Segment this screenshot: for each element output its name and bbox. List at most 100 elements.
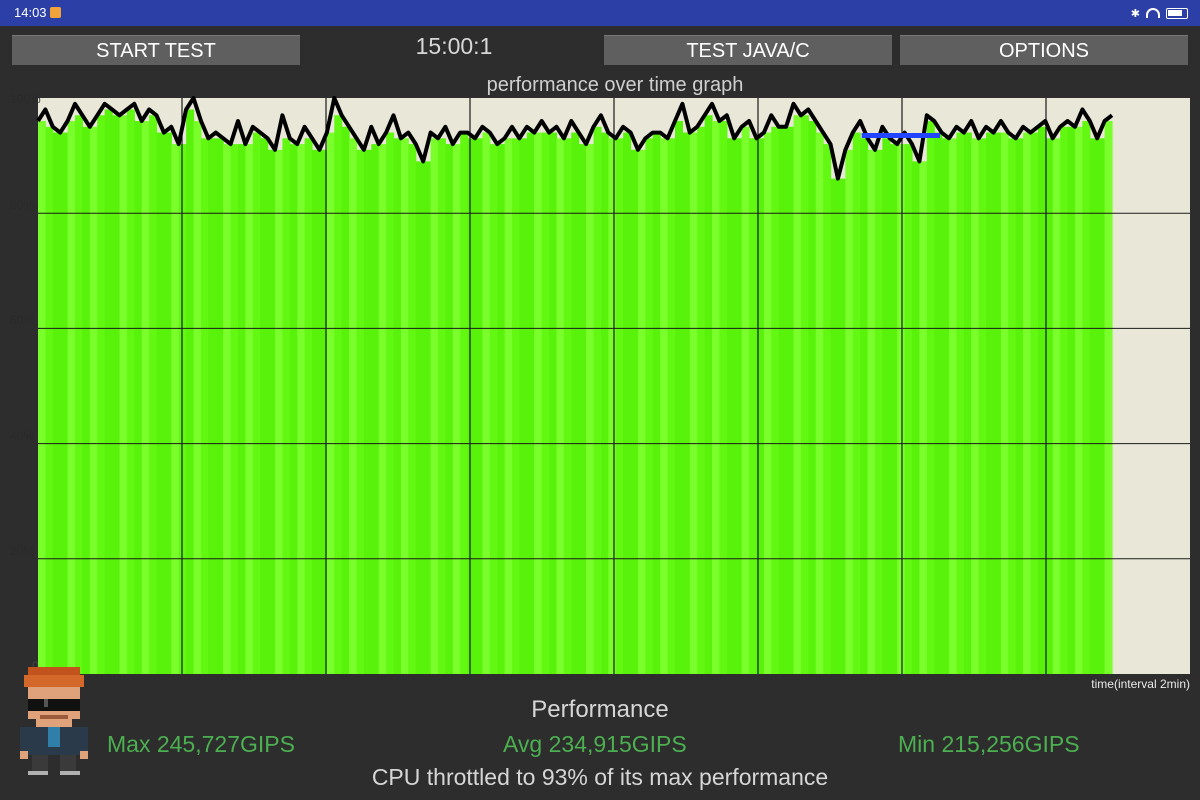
fill-stripe <box>89 126 98 675</box>
fill-stripe <box>1015 138 1024 674</box>
fill-stripe <box>193 121 202 675</box>
fill-stripe <box>615 138 624 674</box>
fill-stripe <box>741 126 750 675</box>
fill-stripe <box>549 132 558 674</box>
fill-stripe <box>163 132 172 674</box>
fill-stripe <box>749 138 758 674</box>
fill-stripe <box>519 138 528 674</box>
fill-stripe <box>208 138 217 674</box>
fill-stripe <box>637 149 646 675</box>
fill-stripe <box>867 149 876 675</box>
fill-stripe <box>378 144 387 674</box>
fill-stripe <box>808 121 817 675</box>
fill-stripe <box>897 144 906 674</box>
fill-stripe <box>771 126 780 675</box>
fill-stripe <box>586 144 595 674</box>
fill-stripe <box>1089 138 1098 674</box>
fill-stripe <box>60 132 69 674</box>
fill-stripe <box>652 132 661 674</box>
y-tick-label: 60% <box>10 313 35 328</box>
fill-stripe <box>178 144 187 674</box>
fill-stripe <box>971 138 980 674</box>
fill-stripe <box>563 138 572 674</box>
fill-stripe <box>512 138 521 674</box>
fill-stripe <box>126 109 135 674</box>
fill-stripe <box>1023 132 1032 674</box>
fill-stripe <box>423 161 432 675</box>
fill-stripe <box>356 149 365 675</box>
fill-stripe <box>349 138 358 674</box>
status-time: 14:03 <box>14 5 47 20</box>
fill-stripe <box>230 144 239 674</box>
fill-stripe <box>645 138 654 674</box>
avg-stat: Avg 234,915GIPS <box>503 731 687 757</box>
fill-stripe <box>215 138 224 674</box>
y-tick-label: 80% <box>10 198 35 213</box>
y-tick-label: 100% <box>10 92 41 106</box>
fill-stripe <box>341 126 350 675</box>
fill-stripe <box>704 115 713 674</box>
fill-stripe <box>1067 126 1076 675</box>
fill-stripe <box>237 144 246 674</box>
grid <box>38 98 1190 674</box>
fill-stripe <box>104 109 113 674</box>
fill-stripe <box>171 144 180 674</box>
fill-stripe <box>578 144 587 674</box>
battery-icon <box>1166 7 1188 19</box>
fill-stripe <box>326 132 335 674</box>
fill-stripe <box>786 126 795 675</box>
fill-stripe <box>445 144 454 674</box>
fill-stripe <box>430 138 439 674</box>
start-test-button[interactable]: START TEST <box>12 35 300 65</box>
fill-stripe <box>475 138 484 674</box>
fill-stripe <box>830 178 839 674</box>
fill-stripe <box>415 161 424 675</box>
fill-stripe <box>719 121 728 675</box>
fill-stripe <box>571 132 580 674</box>
fill-stripe <box>600 132 609 674</box>
fill-area <box>38 109 1113 675</box>
fill-stripe <box>363 149 372 675</box>
fill-stripe <box>504 138 513 674</box>
bluetooth-icon: ✱ <box>1130 7 1140 20</box>
fill-stripe <box>956 132 965 674</box>
fill-stripe <box>1030 132 1039 674</box>
system-icons: ✱ <box>1131 4 1188 22</box>
fill-stripe <box>889 144 898 674</box>
fill-stripe <box>815 132 824 674</box>
fill-stripe <box>934 132 943 674</box>
fill-stripe <box>371 144 380 674</box>
options-button[interactable]: OPTIONS <box>900 35 1188 65</box>
fill-stripe <box>393 138 402 674</box>
fill-stripe <box>97 115 106 674</box>
fill-stripe <box>38 121 47 675</box>
fill-stripe <box>297 144 306 674</box>
performance-heading: Performance <box>531 696 669 723</box>
fill-stripe <box>149 115 158 674</box>
fill-stripe <box>623 132 632 674</box>
fill-stripe <box>467 138 476 674</box>
fill-stripe <box>282 138 291 674</box>
fill-stripe <box>1052 138 1061 674</box>
fill-stripe <box>682 132 691 674</box>
fill-stripe <box>223 144 232 674</box>
fill-stripe <box>852 132 861 674</box>
fill-stripe <box>978 138 987 674</box>
fill-stripe <box>1097 138 1106 674</box>
fill-stripe <box>460 132 469 674</box>
fill-stripe <box>763 132 772 674</box>
fill-stripe <box>408 144 417 674</box>
fill-stripe <box>793 115 802 674</box>
x-axis-label: time(interval 2min) <box>1091 677 1190 691</box>
fill-stripe <box>674 121 683 675</box>
test-java-c-button[interactable]: TEST JAVA/C <box>604 35 892 65</box>
fill-stripe <box>1060 126 1069 675</box>
fill-stripe <box>497 144 506 674</box>
fill-stripe <box>630 149 639 675</box>
mascot-avatar <box>20 667 88 775</box>
fill-stripe <box>860 138 869 674</box>
test-timer: 15:00:1 <box>415 33 493 59</box>
fill-stripe <box>823 144 832 674</box>
y-tick-label: 20% <box>10 543 35 558</box>
